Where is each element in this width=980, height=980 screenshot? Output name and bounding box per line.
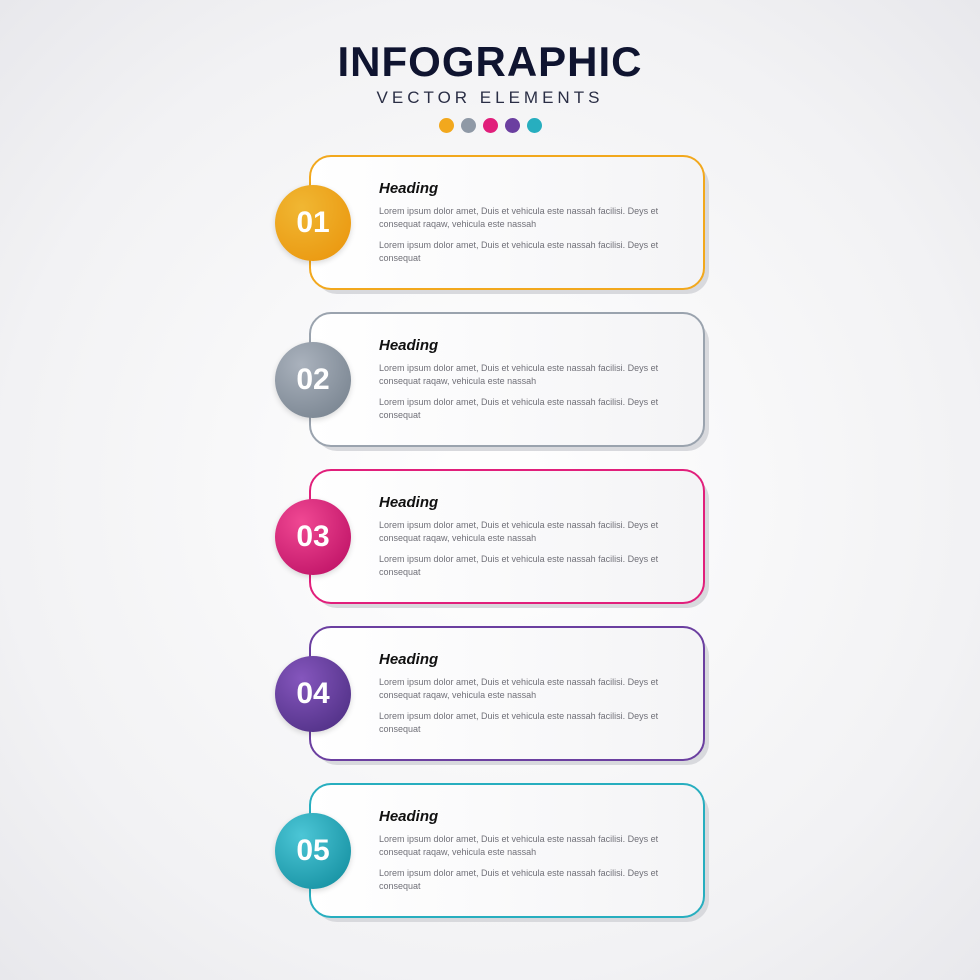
card-heading: Heading [379,337,681,354]
palette-dots [439,118,542,133]
card-4: Heading Lorem ipsum dolor amet, Duis et … [275,626,705,761]
badge-number: 05 [296,834,329,868]
card-body: Heading Lorem ipsum dolor amet, Duis et … [309,312,705,447]
card-body: Heading Lorem ipsum dolor amet, Duis et … [309,155,705,290]
card-body: Heading Lorem ipsum dolor amet, Duis et … [309,626,705,761]
card-text-1: Lorem ipsum dolor amet, Duis et vehicula… [379,833,679,859]
card-heading: Heading [379,494,681,511]
card-2: Heading Lorem ipsum dolor amet, Duis et … [275,312,705,447]
card-heading: Heading [379,651,681,668]
dot-3 [483,118,498,133]
card-text-1: Lorem ipsum dolor amet, Duis et vehicula… [379,676,679,702]
dot-4 [505,118,520,133]
card-1: Heading Lorem ipsum dolor amet, Duis et … [275,155,705,290]
number-badge: 01 [275,185,351,261]
dot-5 [527,118,542,133]
page-subtitle: VECTOR ELEMENTS [377,88,604,108]
badge-number: 02 [296,363,329,397]
badge-number: 04 [296,677,329,711]
number-badge: 05 [275,813,351,889]
card-text-2: Lorem ipsum dolor amet, Duis et vehicula… [379,710,679,736]
card-text-1: Lorem ipsum dolor amet, Duis et vehicula… [379,205,679,231]
card-text-2: Lorem ipsum dolor amet, Duis et vehicula… [379,239,679,265]
card-body: Heading Lorem ipsum dolor amet, Duis et … [309,783,705,918]
number-badge: 02 [275,342,351,418]
card-text-2: Lorem ipsum dolor amet, Duis et vehicula… [379,867,679,893]
card-text-1: Lorem ipsum dolor amet, Duis et vehicula… [379,362,679,388]
card-3: Heading Lorem ipsum dolor amet, Duis et … [275,469,705,604]
card-heading: Heading [379,180,681,197]
page-title: INFOGRAPHIC [338,38,643,86]
card-text-1: Lorem ipsum dolor amet, Duis et vehicula… [379,519,679,545]
card-list: Heading Lorem ipsum dolor amet, Duis et … [275,155,705,918]
card-body: Heading Lorem ipsum dolor amet, Duis et … [309,469,705,604]
dot-2 [461,118,476,133]
number-badge: 04 [275,656,351,732]
card-text-2: Lorem ipsum dolor amet, Duis et vehicula… [379,396,679,422]
card-heading: Heading [379,808,681,825]
number-badge: 03 [275,499,351,575]
badge-number: 03 [296,520,329,554]
card-5: Heading Lorem ipsum dolor amet, Duis et … [275,783,705,918]
dot-1 [439,118,454,133]
badge-number: 01 [296,206,329,240]
card-text-2: Lorem ipsum dolor amet, Duis et vehicula… [379,553,679,579]
